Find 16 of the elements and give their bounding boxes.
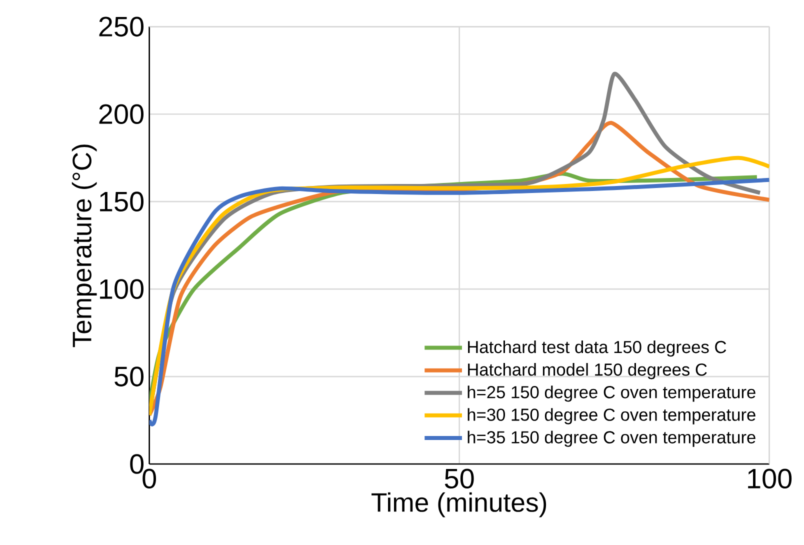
x-axis-title: Time (minutes) bbox=[372, 492, 546, 518]
legend-label: Hatchard test data 150 degrees C bbox=[468, 340, 726, 356]
legend-label: h=25 150 degree C oven temperature bbox=[468, 385, 756, 402]
y-tick-label: 0 bbox=[130, 454, 144, 474]
legend-label: h=30 150 degree C oven temperature bbox=[468, 408, 756, 424]
y-tick-label: 200 bbox=[99, 104, 144, 124]
y-tick-label: 50 bbox=[114, 366, 144, 386]
legend-label: Hatchard model 150 degrees C bbox=[468, 362, 707, 380]
y-tick-label: 100 bbox=[100, 278, 144, 299]
legend-label: h=35 150 degree C oven temperature bbox=[468, 430, 756, 447]
x-tick-label: 100 bbox=[748, 468, 792, 488]
y-tick-label: 150 bbox=[100, 192, 144, 212]
y-tick-label: 250 bbox=[99, 16, 144, 36]
x-tick-label: 50 bbox=[444, 468, 474, 488]
y-axis-title: Temperature (°C) bbox=[72, 144, 97, 347]
x-tick-label: 0 bbox=[142, 468, 156, 488]
